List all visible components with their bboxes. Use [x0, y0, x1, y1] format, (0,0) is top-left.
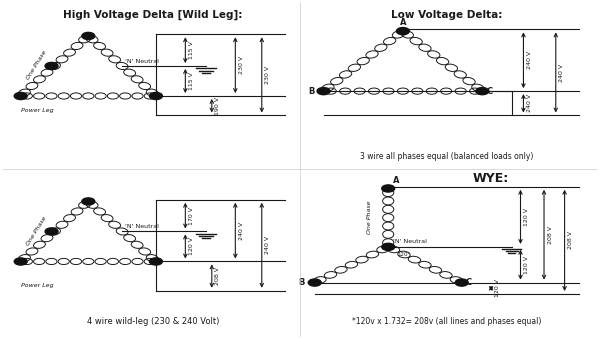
Text: *120v x 1.732= 208v (all lines and phases equal): *120v x 1.732= 208v (all lines and phase…: [352, 317, 542, 327]
Circle shape: [382, 185, 395, 192]
Circle shape: [149, 258, 163, 265]
Text: 240 V: 240 V: [527, 94, 532, 112]
Text: One Phase: One Phase: [367, 201, 371, 235]
Text: Low Voltage Delta:: Low Voltage Delta:: [391, 10, 503, 20]
Text: 'N' Neutral: 'N' Neutral: [125, 224, 159, 229]
Text: 'N' Neutral: 'N' Neutral: [125, 58, 159, 64]
Text: C: C: [487, 87, 493, 96]
Text: 115 V: 115 V: [189, 41, 194, 59]
Text: One Phase: One Phase: [26, 50, 48, 81]
Text: Power Leg: Power Leg: [21, 108, 53, 113]
Text: 120 V: 120 V: [524, 256, 529, 274]
Text: 240 V: 240 V: [527, 51, 532, 69]
Circle shape: [476, 88, 489, 95]
Text: 3 wire all phases equal (balanced loads only): 3 wire all phases equal (balanced loads …: [361, 152, 533, 161]
Circle shape: [14, 258, 27, 265]
Text: 115 V: 115 V: [189, 72, 194, 90]
Text: Power Leg: Power Leg: [21, 283, 53, 288]
Text: C: C: [466, 278, 472, 287]
Text: 4 wire wild-leg (230 & 240 Volt): 4 wire wild-leg (230 & 240 Volt): [87, 317, 219, 327]
Circle shape: [317, 88, 330, 95]
Text: 208 V: 208 V: [215, 267, 220, 285]
Circle shape: [82, 198, 95, 205]
Text: A: A: [400, 18, 406, 27]
Circle shape: [382, 243, 395, 250]
Text: 120 V: 120 V: [524, 208, 529, 226]
Text: 190 V: 190 V: [215, 97, 220, 115]
Text: 'N' Neutral: 'N' Neutral: [392, 239, 427, 244]
Circle shape: [14, 92, 27, 100]
Text: 230 V: 230 V: [265, 66, 271, 84]
Circle shape: [82, 32, 95, 40]
Text: WYE:: WYE:: [473, 172, 509, 185]
Text: One Phase: One Phase: [26, 215, 48, 246]
Circle shape: [149, 92, 163, 100]
Text: 170 V: 170 V: [189, 207, 194, 225]
Text: 240 V: 240 V: [239, 222, 244, 240]
Text: 240 V: 240 V: [559, 64, 565, 81]
Circle shape: [397, 27, 409, 35]
Circle shape: [45, 228, 58, 235]
Text: 208 V: 208 V: [568, 232, 573, 249]
Text: High Voltage Delta [Wild Leg]:: High Voltage Delta [Wild Leg]:: [64, 10, 242, 20]
Text: B: B: [308, 87, 314, 96]
Circle shape: [308, 279, 321, 286]
Text: 120 V: 120 V: [494, 279, 500, 297]
Text: 240 V: 240 V: [265, 236, 271, 254]
Text: A: A: [392, 176, 399, 185]
Circle shape: [45, 63, 58, 70]
Text: 120°: 120°: [397, 252, 410, 258]
Text: B: B: [298, 278, 304, 287]
Text: 230 V: 230 V: [239, 56, 244, 74]
Circle shape: [455, 279, 468, 286]
Text: 120 V: 120 V: [189, 238, 194, 256]
Text: 208 V: 208 V: [548, 226, 553, 244]
